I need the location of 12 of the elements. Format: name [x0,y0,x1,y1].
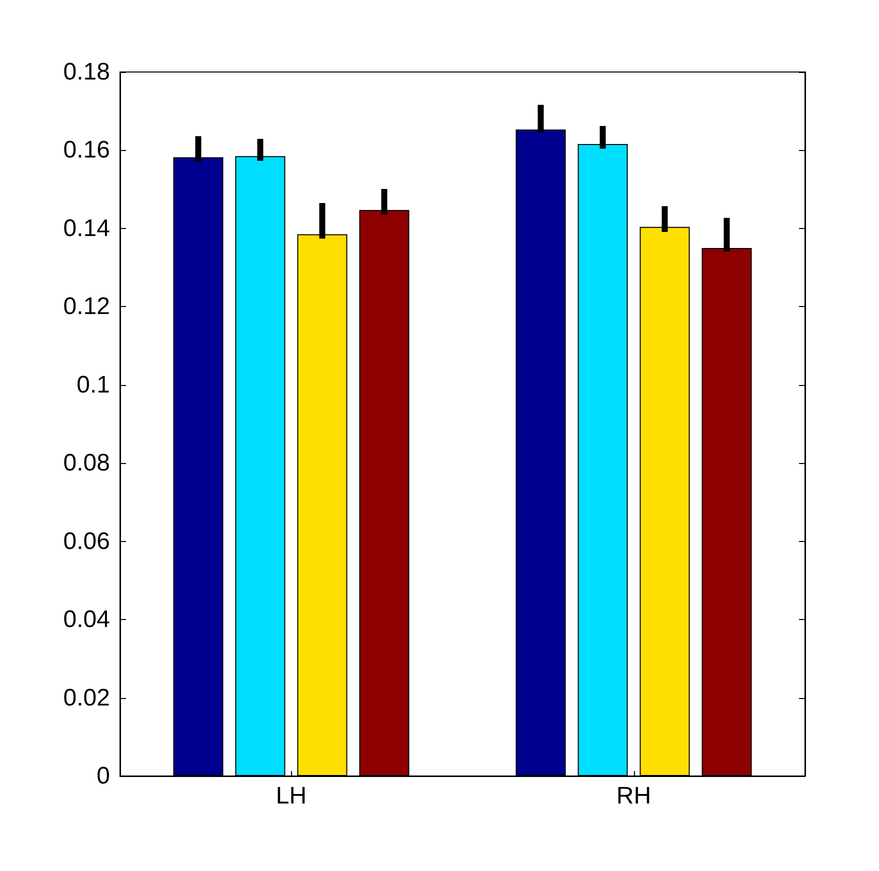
x-tick-label: LH [276,782,307,810]
y-tick-label: 0.02 [63,684,110,712]
y-tick-label: 0.1 [76,371,110,398]
y-tick-label: 0 [96,762,110,790]
y-tick-label: 0.08 [63,450,110,477]
y-tick-label: 0.12 [63,293,110,320]
y-tick-label: 0.06 [63,528,110,555]
y-tick-label: 0.14 [63,214,110,242]
y-tick-label: 0.04 [63,606,110,634]
x-tick-label: RH [616,782,652,810]
y-tick-label: 0.16 [63,136,110,164]
y-tick-label: 0.18 [63,58,110,86]
